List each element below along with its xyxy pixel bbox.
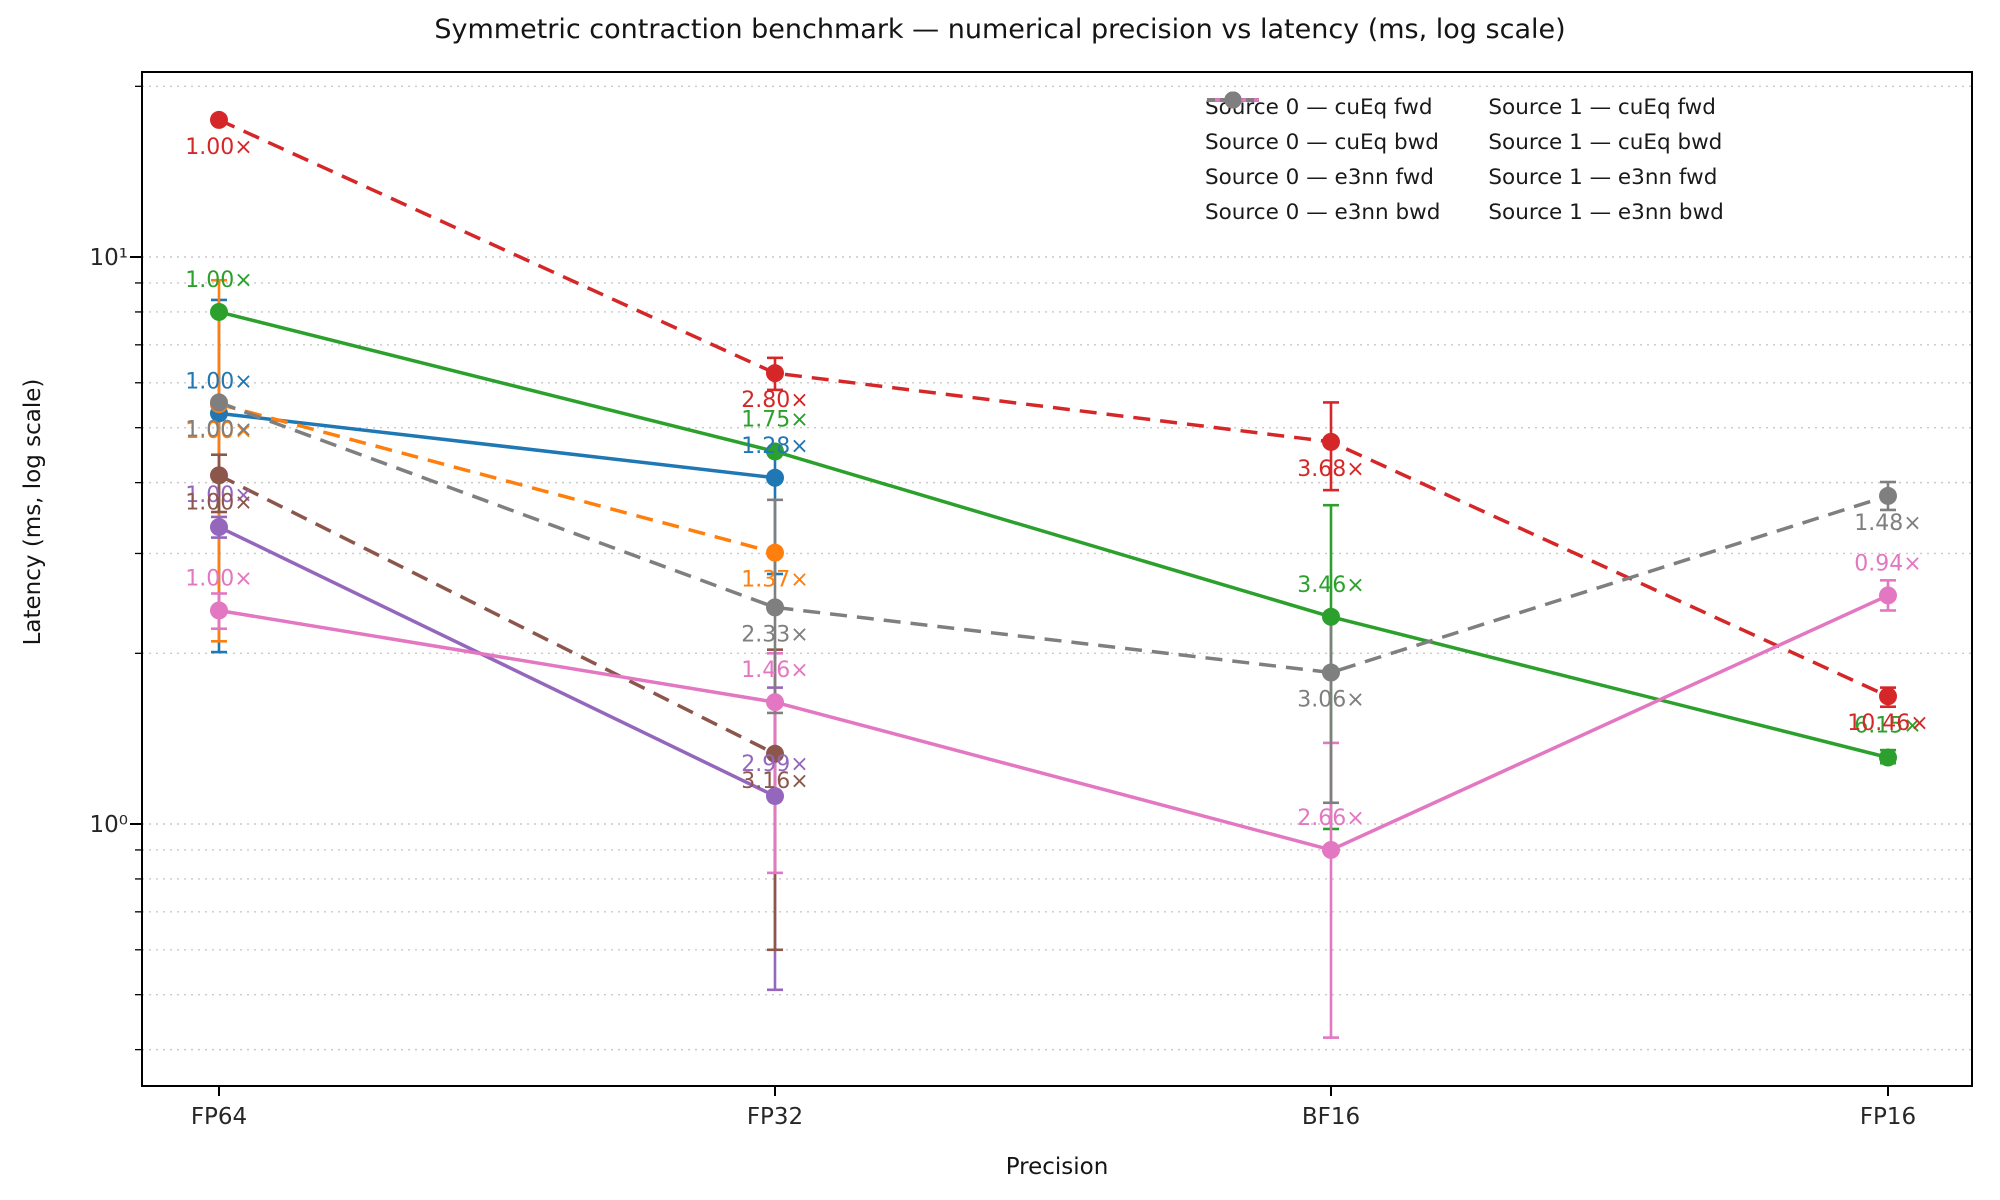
legend: Source 0 — cuEq fwd Source 0 — cuEq bwd So…	[1205, 90, 1724, 230]
data-point	[210, 601, 228, 620]
data-point	[1322, 663, 1340, 682]
speedup-label: 1.00×	[185, 369, 252, 394]
legend-label: Source 1 — e3nn fwd	[1488, 165, 1718, 190]
speedup-label: 1.00×	[185, 566, 252, 591]
series-line-Source 1 — cuEq bwd	[218, 473, 776, 756]
chart-title: Symmetric contraction benchmark — numeri…	[434, 14, 1566, 45]
speedup-label: 2.99×	[741, 752, 808, 777]
data-point	[210, 466, 228, 485]
legend-item: Source 1 — cuEq fwd	[1207, 91, 1723, 120]
speedup-label: 3.68×	[1297, 457, 1364, 482]
data-point	[766, 468, 784, 487]
speedup-label: 2.66×	[1297, 806, 1364, 831]
speedup-label: 2.33×	[741, 622, 808, 647]
series-line-Source 1 — e3nn fwd	[218, 593, 1889, 852]
legend-item: Source 0 — e3nn bwd	[1205, 91, 1441, 225]
data-point	[1879, 586, 1897, 605]
data-point	[1322, 840, 1340, 859]
data-point	[1879, 687, 1897, 706]
x-axis-label: Precision	[1006, 1154, 1109, 1180]
y-tick-label-10-1: 10¹	[90, 245, 129, 271]
data-point	[766, 364, 784, 383]
speedup-label: 0.94×	[1854, 551, 1921, 576]
data-point	[1322, 607, 1340, 626]
y-gridlines	[142, 85, 1972, 1051]
data-point	[210, 302, 228, 321]
x-tick-label-bf16: BF16	[1302, 1104, 1360, 1130]
data-point	[766, 787, 784, 806]
series-lines-layer	[218, 118, 1889, 852]
axes-spines	[141, 71, 1973, 1087]
speedup-label: 3.06×	[1297, 688, 1364, 713]
data-point	[766, 598, 784, 617]
error-bars	[1323, 503, 1896, 831]
data-point	[210, 393, 228, 412]
data-point	[766, 693, 784, 712]
legend-label: Source 1 — e3nn bwd	[1488, 200, 1724, 225]
speedup-label: 1.00×	[185, 417, 252, 442]
speedup-label: 3.16×	[741, 769, 808, 794]
data-point	[766, 442, 784, 461]
data-point	[766, 543, 784, 562]
speedup-label: 10.46×	[1847, 711, 1928, 736]
series-line-Source 0 — cuEq fwd	[218, 411, 776, 480]
speedup-labels-layer: 1.00× 1.28× 1.00× 1.37× 1.00× 1.75× 3.46× 6.15×…	[185, 135, 1928, 831]
speedup-label: 2.80×	[741, 388, 808, 413]
legend-item: Source 1 — e3nn bwd	[1207, 91, 1724, 225]
speedup-label: 1.00×	[185, 490, 252, 515]
speedup-label: 1.00×	[185, 419, 252, 444]
y-axis-label: Latency (ms, log scale)	[20, 379, 46, 646]
error-bars	[211, 453, 783, 952]
legend-item: Source 1 — cuEq bwd	[1207, 91, 1723, 155]
speedup-label: 3.46×	[1297, 573, 1364, 598]
x-tick-label-fp16: FP16	[1860, 1104, 1916, 1130]
speedup-label: 1.46×	[741, 658, 808, 683]
speedup-label: 6.15×	[1854, 714, 1921, 739]
data-point	[210, 518, 228, 537]
speedup-label: 1.37×	[741, 568, 808, 593]
data-point	[1879, 748, 1897, 767]
legend-item: Source 1 — e3nn fwd	[1207, 91, 1723, 190]
series-line-Source 0 — e3nn bwd	[218, 118, 1889, 698]
x-tick-label-fp32: FP32	[747, 1104, 803, 1130]
legend-marker-dashed-icon	[1207, 91, 1259, 109]
data-point	[1322, 432, 1340, 451]
series-line-Source 0 — e3nn fwd	[218, 310, 1889, 760]
data-point	[766, 744, 784, 763]
data-point	[210, 110, 228, 129]
series-line-Source 0 — cuEq bwd	[218, 402, 776, 555]
series-line-Source 1 — e3nn bwd	[218, 400, 1889, 675]
axis-ticks	[130, 85, 1889, 1096]
error-bars	[211, 515, 783, 992]
speedup-label: 1.00×	[185, 483, 252, 508]
speedup-label: 1.00×	[185, 135, 252, 160]
speedup-label: 1.75×	[741, 407, 808, 432]
error-bars-layer	[211, 278, 1896, 1039]
x-tick-label-fp64: FP64	[191, 1104, 247, 1130]
legend-label: Source 0 — e3nn bwd	[1205, 200, 1441, 225]
data-point	[1879, 486, 1897, 505]
error-bars	[211, 298, 783, 654]
legend-item: Source 0 — e3nn fwd	[1205, 91, 1440, 190]
legend-item: Source 0 — cuEq bwd	[1205, 91, 1440, 155]
legend-label: Source 0 — e3nn fwd	[1205, 165, 1434, 190]
legend-label: Source 1 — cuEq bwd	[1488, 130, 1723, 155]
speedup-label: 1.00×	[185, 268, 252, 293]
series-markers-layer	[210, 110, 1897, 859]
speedup-label: 1.28×	[741, 434, 808, 459]
legend-label: Source 1 — cuEq fwd	[1488, 95, 1716, 120]
legend-label: Source 0 — cuEq bwd	[1205, 130, 1439, 155]
speedup-label: 1.48×	[1854, 511, 1921, 536]
series-line-Source 1 — cuEq fwd	[218, 525, 776, 798]
error-bars	[211, 579, 1896, 1039]
y-tick-label-10-0: 10⁰	[90, 812, 129, 838]
